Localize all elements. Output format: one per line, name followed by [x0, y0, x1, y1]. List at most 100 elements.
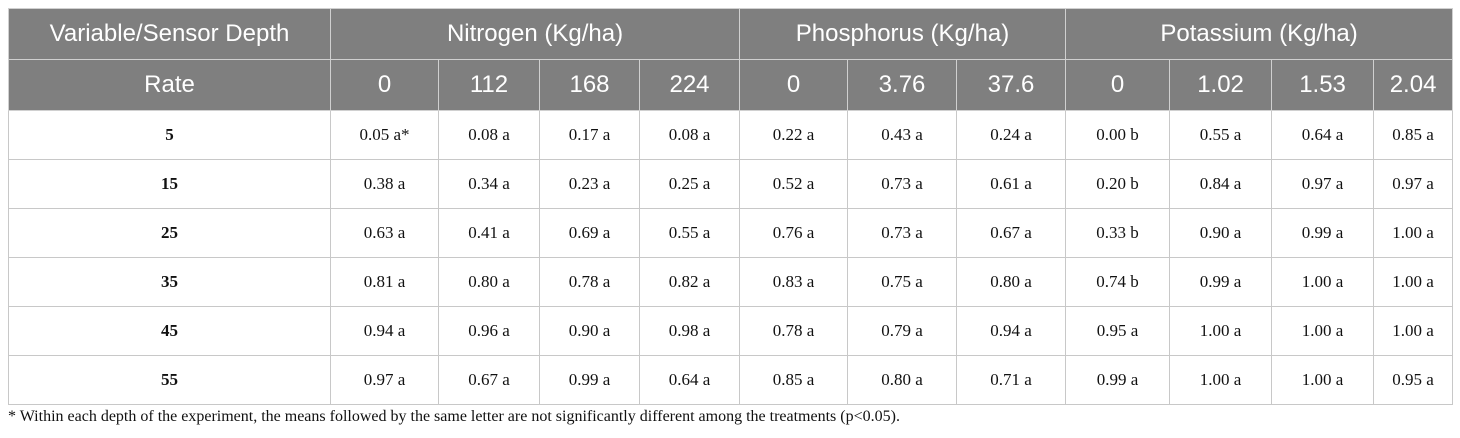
value-cell: 0.96 a: [438, 306, 540, 356]
value-cell: 0.95 a: [1373, 355, 1454, 405]
rate-cell: 1.02: [1169, 59, 1273, 111]
table-row: 15 0.38 a 0.34 a 0.23 a 0.25 a 0.52 a 0.73 a 0.…: [8, 159, 1454, 209]
value-cell: 0.17 a: [539, 110, 640, 160]
value-cell: 0.23 a: [539, 159, 640, 209]
value-cell: 0.75 a: [847, 257, 958, 307]
depth-cell: 15: [8, 159, 331, 209]
rate-cell: 3.76: [847, 59, 958, 111]
variable-header: Variable/Sensor Depth: [8, 8, 331, 60]
value-cell: 0.97 a: [1373, 159, 1454, 209]
rate-cell: 112: [438, 59, 540, 111]
value-cell: 0.94 a: [330, 306, 439, 356]
value-cell: 0.41 a: [438, 208, 540, 258]
table-row: 35 0.81 a 0.80 a 0.78 a 0.82 a 0.83 a 0.75 a 0.…: [8, 257, 1454, 307]
value-cell: 0.33 b: [1065, 208, 1171, 258]
value-cell: 0.73 a: [847, 208, 958, 258]
value-cell: 0.55 a: [1169, 110, 1273, 160]
value-cell: 0.69 a: [539, 208, 640, 258]
value-cell: 0.43 a: [847, 110, 958, 160]
value-cell: 0.34 a: [438, 159, 540, 209]
value-cell: 0.84 a: [1169, 159, 1273, 209]
value-cell: 0.90 a: [1169, 208, 1273, 258]
value-cell: 0.55 a: [638, 208, 741, 258]
phosphorus-header: Phosphorus (Kg/ha): [739, 8, 1067, 60]
value-cell: 0.82 a: [638, 257, 741, 307]
value-cell: 1.00 a: [1169, 355, 1273, 405]
value-cell: 0.99 a: [539, 355, 640, 405]
depth-cell: 45: [8, 306, 331, 356]
footnote: * Within each depth of the experiment, t…: [8, 408, 900, 425]
value-cell: 0.00 b: [1065, 110, 1171, 160]
value-cell: 0.79 a: [847, 306, 958, 356]
value-cell: 0.24 a: [956, 110, 1067, 160]
value-cell: 0.81 a: [330, 257, 439, 307]
value-cell: 0.63 a: [330, 208, 439, 258]
rate-cell: 2.04: [1373, 59, 1454, 111]
value-cell: 0.71 a: [956, 355, 1067, 405]
value-cell: 0.22 a: [739, 110, 849, 160]
rate-cell: 37.6: [956, 59, 1067, 111]
value-cell: 0.38 a: [330, 159, 439, 209]
value-cell: 0.05 a*: [330, 110, 439, 160]
nitrogen-header: Nitrogen (Kg/ha): [329, 8, 741, 60]
value-cell: 0.25 a: [638, 159, 741, 209]
value-cell: 0.08 a: [638, 110, 741, 160]
results-table: Variable/Sensor Depth Nitrogen (Kg/ha) P…: [8, 8, 1454, 405]
value-cell: 0.97 a: [330, 355, 439, 405]
value-cell: 0.78 a: [739, 306, 849, 356]
value-cell: 0.73 a: [847, 159, 958, 209]
depth-cell: 25: [8, 208, 331, 258]
value-cell: 1.00 a: [1271, 306, 1375, 356]
value-cell: 0.67 a: [956, 208, 1067, 258]
value-cell: 0.85 a: [739, 355, 849, 405]
value-cell: 1.00 a: [1373, 257, 1454, 307]
value-cell: 1.00 a: [1169, 306, 1273, 356]
value-cell: 0.99 a: [1271, 208, 1375, 258]
depth-cell: 55: [8, 355, 331, 405]
rate-cell: 0: [1065, 59, 1171, 111]
table-row: 45 0.94 a 0.96 a 0.90 a 0.98 a 0.78 a 0.79 a 0.…: [8, 306, 1454, 356]
value-cell: 0.83 a: [739, 257, 849, 307]
value-cell: 0.61 a: [956, 159, 1067, 209]
table-row: 25 0.63 a 0.41 a 0.69 a 0.55 a 0.76 a 0.73 a 0.…: [8, 208, 1454, 258]
value-cell: 0.80 a: [438, 257, 540, 307]
potassium-header: Potassium (Kg/ha): [1065, 8, 1454, 60]
value-cell: 0.99 a: [1065, 355, 1171, 405]
table-body: 5 0.05 a* 0.08 a 0.17 a 0.08 a 0.22 a 0.43 a 0.…: [8, 110, 1454, 405]
rate-header: Rate: [8, 59, 331, 111]
value-cell: 0.80 a: [847, 355, 958, 405]
rate-cell: 224: [638, 59, 741, 111]
value-cell: 0.98 a: [638, 306, 741, 356]
rate-cell: 0: [330, 59, 439, 111]
value-cell: 0.78 a: [539, 257, 640, 307]
depth-cell: 35: [8, 257, 331, 307]
rate-cell: 168: [539, 59, 640, 111]
value-cell: 1.00 a: [1271, 257, 1375, 307]
value-cell: 0.85 a: [1373, 110, 1454, 160]
table-row: 5 0.05 a* 0.08 a 0.17 a 0.08 a 0.22 a 0.43 a 0.…: [8, 110, 1454, 160]
value-cell: 0.99 a: [1169, 257, 1273, 307]
value-cell: 0.67 a: [438, 355, 540, 405]
value-cell: 0.76 a: [739, 208, 849, 258]
header-row-rates: Rate 0 112 168 224 0 3.76 37.6 0 1.02 1.…: [8, 59, 1454, 111]
value-cell: 0.20 b: [1065, 159, 1171, 209]
rate-cell: 0: [739, 59, 849, 111]
value-cell: 0.94 a: [956, 306, 1067, 356]
value-cell: 0.90 a: [539, 306, 640, 356]
table-container: Variable/Sensor Depth Nitrogen (Kg/ha) P…: [8, 8, 1454, 405]
value-cell: 0.08 a: [438, 110, 540, 160]
value-cell: 1.00 a: [1373, 306, 1454, 356]
depth-cell: 5: [8, 110, 331, 160]
value-cell: 1.00 a: [1271, 355, 1375, 405]
table-row: 55 0.97 a 0.67 a 0.99 a 0.64 a 0.85 a 0.80 a 0.…: [8, 355, 1454, 405]
value-cell: 0.95 a: [1065, 306, 1171, 356]
rate-cell: 1.53: [1271, 59, 1375, 111]
value-cell: 0.64 a: [638, 355, 741, 405]
value-cell: 1.00 a: [1373, 208, 1454, 258]
value-cell: 0.97 a: [1271, 159, 1375, 209]
header-row-groups: Variable/Sensor Depth Nitrogen (Kg/ha) P…: [8, 8, 1454, 60]
value-cell: 0.74 b: [1065, 257, 1171, 307]
value-cell: 0.52 a: [739, 159, 849, 209]
value-cell: 0.80 a: [956, 257, 1067, 307]
value-cell: 0.64 a: [1271, 110, 1375, 160]
